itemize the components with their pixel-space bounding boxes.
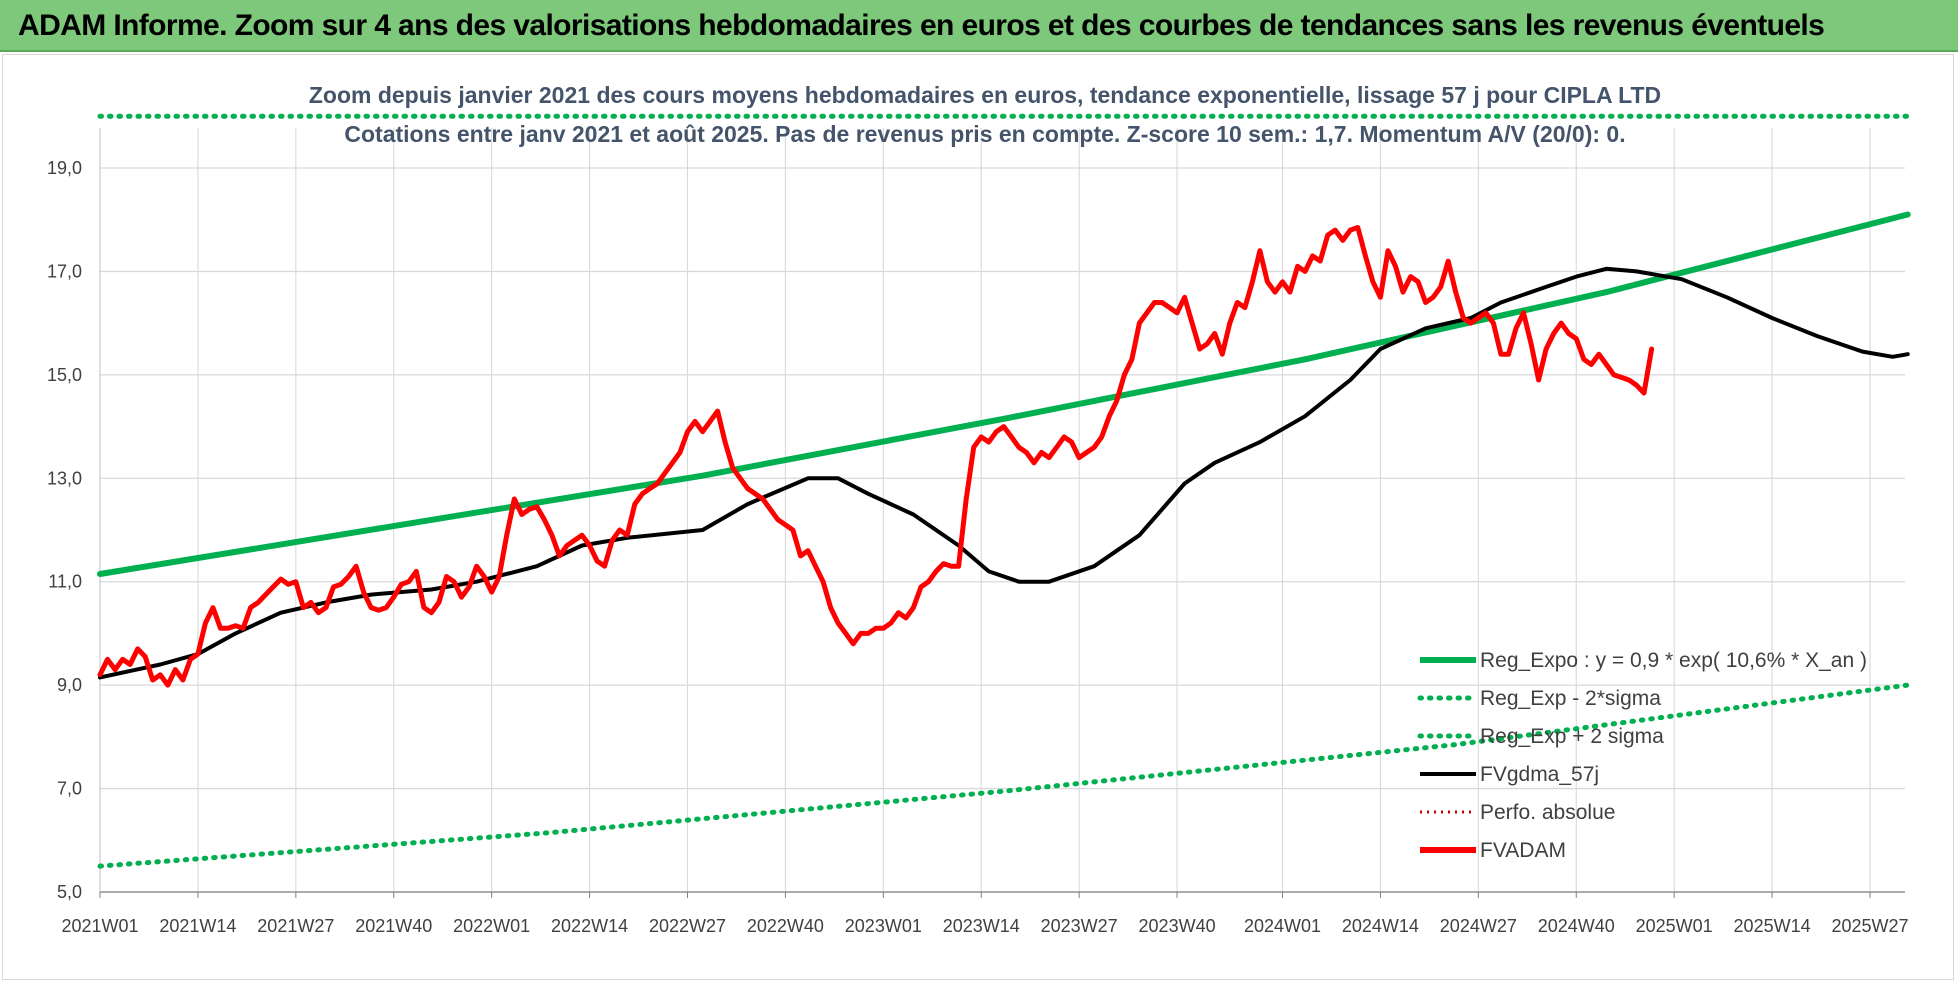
x-tick-label: 2021W14 <box>159 916 236 936</box>
x-tick-label: 2022W40 <box>747 916 824 936</box>
x-tick-label: 2024W27 <box>1440 916 1517 936</box>
y-tick-label: 9,0 <box>57 675 82 695</box>
y-tick-label: 19,0 <box>47 158 82 178</box>
legend-label: FVgdma_57j <box>1480 763 1599 786</box>
legend-label: Reg_Exp - 2*sigma <box>1480 687 1661 710</box>
legend-label: Reg_Exp + 2 sigma <box>1480 725 1664 748</box>
x-tick-label: 2022W14 <box>551 916 628 936</box>
series-line-fvadam <box>97 225 1655 688</box>
y-tick-label: 5,0 <box>57 882 82 902</box>
x-tick-label: 2024W01 <box>1244 916 1321 936</box>
x-tick-label: 2021W40 <box>355 916 432 936</box>
x-tick-label: 2024W14 <box>1342 916 1419 936</box>
x-axis-ticks: 2021W01 2021W14 2021W27 2021W40 2022W01 2022W… <box>61 916 1908 936</box>
series-lines <box>97 113 1911 869</box>
gridlines <box>99 128 1905 898</box>
plot-area <box>99 128 1905 893</box>
title-banner: ADAM Informe. Zoom sur 4 ans des valoris… <box>0 0 1958 52</box>
chart-frame <box>2 54 1954 980</box>
x-tick-label: 2022W27 <box>649 916 726 936</box>
x-tick-label: 2025W27 <box>1831 916 1908 936</box>
series-line-reg-expo <box>97 211 1911 577</box>
x-tick-label: 2023W40 <box>1139 916 1216 936</box>
y-tick-label: 17,0 <box>47 261 82 281</box>
series-line-smoothed <box>98 266 1910 680</box>
x-tick-label: 2023W01 <box>845 916 922 936</box>
legend: Reg_Expo : y = 0,9 * exp( 10,6% * X_an )… <box>1417 649 1867 862</box>
banner-title: ADAM Informe. Zoom sur 4 ans des valoris… <box>18 9 1825 42</box>
x-tick-label: 2024W40 <box>1538 916 1615 936</box>
y-tick-label: 7,0 <box>57 779 82 799</box>
x-tick-label: 2021W27 <box>257 916 334 936</box>
y-tick-label: 13,0 <box>47 468 82 488</box>
x-tick-label: 2021W01 <box>61 916 138 936</box>
x-tick-label: 2023W27 <box>1041 916 1118 936</box>
legend-label: Perfo. absolue <box>1480 801 1615 824</box>
x-tick-label: 2022W01 <box>453 916 530 936</box>
y-axis-ticks: 5,0 7,0 9,0 11,0 13,0 15,0 17,0 19,0 <box>47 158 82 902</box>
x-tick-label: 2023W14 <box>943 916 1020 936</box>
x-tick-label: 2025W01 <box>1636 916 1713 936</box>
chart-subtitle-line-2: Cotations entre janv 2021 et août 2025. … <box>344 121 1625 147</box>
x-tick-label: 2025W14 <box>1734 916 1811 936</box>
y-tick-label: 15,0 <box>47 365 82 385</box>
y-tick-label: 11,0 <box>48 572 82 592</box>
series-line-reg-minus <box>97 682 1911 869</box>
chart-subtitle-line-1: Zoom depuis janvier 2021 des cours moyen… <box>309 82 1661 108</box>
legend-label: Reg_Expo : y = 0,9 * exp( 10,6% * X_an ) <box>1480 649 1867 672</box>
legend-label: FVADAM <box>1480 839 1566 862</box>
